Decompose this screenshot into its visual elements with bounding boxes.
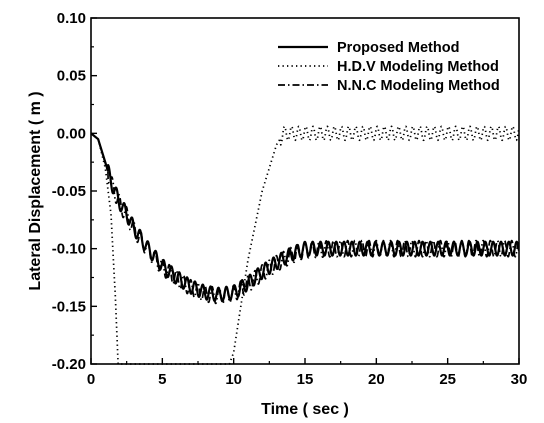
series-line <box>91 132 519 303</box>
y-tick-label: -0.10 <box>52 241 86 258</box>
legend: Proposed Method H.D.V Modeling Method N.N.… <box>278 40 500 94</box>
x-axis: 0 5 10 15 20 25 30 <box>87 358 528 388</box>
legend-label: N.N.C Modeling Method <box>337 78 500 94</box>
legend-label: H.D.V Modeling Method <box>337 59 499 75</box>
legend-label: Proposed Method <box>337 40 459 56</box>
y-tick-label: -0.15 <box>52 298 86 315</box>
x-tick-label: 10 <box>225 371 242 388</box>
x-tick-label: 5 <box>158 371 166 388</box>
y-axis-label: Lateral Displacement ( m ) <box>27 91 44 290</box>
y-tick-label: -0.20 <box>52 356 86 373</box>
series-line <box>91 132 519 305</box>
y-tick-label: 0.05 <box>57 68 86 85</box>
x-tick-label: 25 <box>439 371 456 388</box>
y-axis: 0.10 0.05 0.00 -0.05 -0.10 -0.15 -0.20 <box>52 10 97 373</box>
y-tick-label: 0.00 <box>57 125 86 142</box>
x-tick-label: 15 <box>297 371 314 388</box>
x-tick-label: 20 <box>368 371 385 388</box>
series-layer <box>91 125 519 365</box>
y-tick-label: 0.10 <box>57 10 86 27</box>
x-tick-label: 0 <box>87 371 95 388</box>
y-tick-label: -0.05 <box>52 183 86 200</box>
x-tick-label: 30 <box>511 371 528 388</box>
x-axis-label: Time ( sec ) <box>261 401 349 418</box>
